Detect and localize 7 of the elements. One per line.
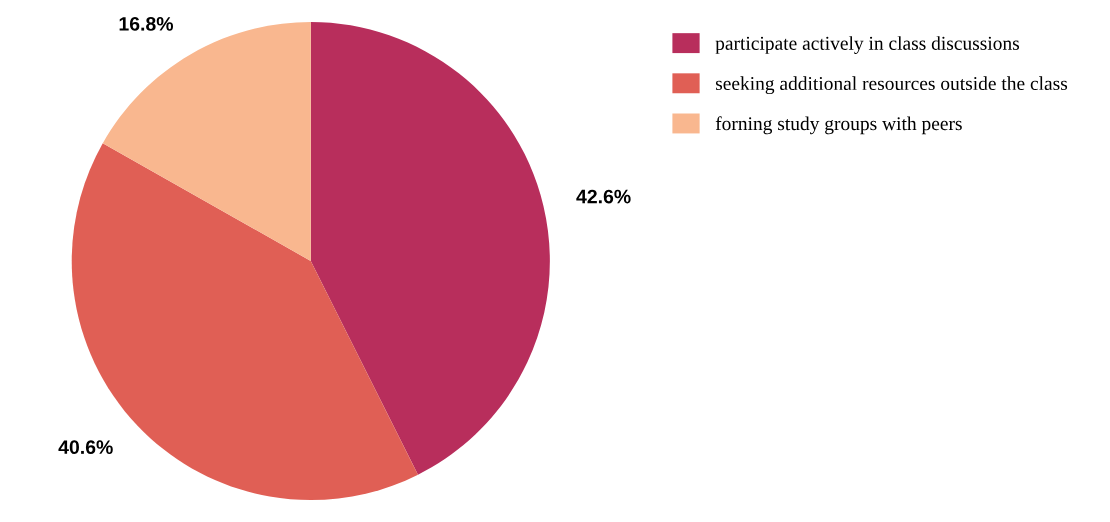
data-label: 40.6% xyxy=(58,440,113,455)
legend-label: forning study groups with peers xyxy=(715,116,962,135)
legend-label: participate actively in class discussions xyxy=(715,36,1020,54)
legend-label: seeking additional resources outside the class xyxy=(715,76,1068,95)
data-label: 16.8% xyxy=(119,16,174,31)
data-label: 42.6% xyxy=(576,189,631,204)
pie-slice xyxy=(310,21,550,475)
